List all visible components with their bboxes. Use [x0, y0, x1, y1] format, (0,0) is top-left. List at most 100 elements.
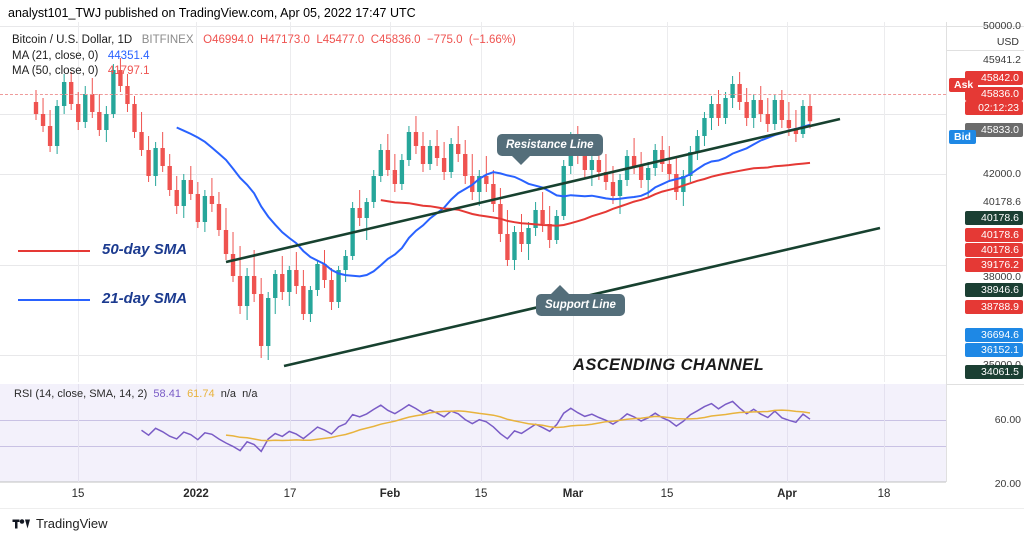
- sma50-swatch: [18, 250, 90, 252]
- gridline: [667, 384, 668, 482]
- scale-divider: [947, 26, 1024, 27]
- scale-divider: [947, 50, 1024, 51]
- price-tick: 38000.0: [983, 271, 1021, 283]
- legend-open-value: 46994.0: [212, 34, 254, 46]
- footer: TradingView: [0, 508, 1024, 539]
- gridline: [573, 384, 574, 482]
- gridline: [573, 22, 574, 382]
- time-tick: 15: [474, 488, 488, 500]
- legend-ma50-value: 41797.1: [107, 65, 150, 77]
- gridline: [390, 22, 391, 382]
- legend-low-value: 45477.0: [322, 34, 365, 46]
- price-tick: 42000.0: [983, 168, 1021, 180]
- price-tag: 40178.6: [965, 211, 1023, 225]
- gridline: [787, 22, 788, 382]
- gridline: [390, 384, 391, 482]
- price-tag: 39176.2: [965, 258, 1023, 272]
- chart-legend-ma50[interactable]: MA (50, close, 0) 41797.1: [12, 65, 149, 77]
- price-tag: 45836.0: [965, 87, 1023, 101]
- time-tick: 18: [877, 488, 891, 500]
- price-tag: 38946.6: [965, 283, 1023, 297]
- resistance-callout[interactable]: Resistance Line: [497, 134, 603, 165]
- attribution-text: analyst101_TWJ published on TradingView.…: [8, 6, 416, 20]
- price-tick: 50000.0: [983, 20, 1021, 32]
- gridline: [481, 384, 482, 482]
- gridline: [481, 22, 482, 382]
- price-tick: 40178.6: [983, 196, 1021, 208]
- ascending-channel-label: ASCENDING CHANNEL: [573, 356, 765, 374]
- bid-badge: Bid: [949, 130, 976, 144]
- gridline: [0, 26, 946, 27]
- legend-close-value: 45836.0: [379, 34, 421, 46]
- legend-change-pct: (−1.66%): [468, 34, 516, 46]
- legend-symbol-text: Bitcoin / U.S. Dollar, 1D: [12, 34, 133, 46]
- gridline: [78, 22, 79, 382]
- last-price-line: [0, 94, 946, 95]
- time-tick: 2022: [183, 488, 209, 500]
- rsi-tick: 20.00: [994, 478, 1021, 490]
- time-axis[interactable]: 15 2022 17 Feb 15 Mar 15 Apr 18: [0, 482, 946, 509]
- support-callout[interactable]: Support Line: [536, 285, 625, 316]
- gridline: [196, 22, 197, 382]
- chart-area[interactable]: Bitcoin / U.S. Dollar, 1D BITFINEX O4699…: [0, 22, 946, 482]
- legend-ma21-label: MA (21, close, 0): [12, 50, 99, 62]
- price-tag: 45842.0: [965, 71, 1023, 85]
- chart-legend-symbol[interactable]: Bitcoin / U.S. Dollar, 1D BITFINEX O4699…: [12, 34, 516, 46]
- price-tick: 45941.2: [983, 54, 1021, 66]
- legend-ma21-value: 44351.4: [107, 50, 150, 62]
- price-tag: 38788.9: [965, 300, 1023, 314]
- sma21-label: 21-day SMA: [102, 290, 188, 307]
- rsi-mid-band: [0, 446, 946, 447]
- chart-legend-ma21[interactable]: MA (21, close, 0) 44351.4: [12, 50, 149, 62]
- legend-open-label: O: [203, 34, 213, 46]
- time-tick: 15: [660, 488, 674, 500]
- gridline: [787, 384, 788, 482]
- footer-brand: TradingView: [36, 516, 108, 531]
- rsi-pane[interactable]: RSI (14, close, SMA, 14, 2) 58.41 61.74 …: [0, 384, 946, 482]
- gridline: [884, 384, 885, 482]
- time-tick: 17: [283, 488, 297, 500]
- legend-change: −775.0: [426, 34, 463, 46]
- gridline: [290, 384, 291, 482]
- rsi-legend[interactable]: RSI (14, close, SMA, 14, 2) 58.41 61.74 …: [14, 388, 257, 400]
- gridline: [78, 384, 79, 482]
- currency-label: USD: [996, 36, 1019, 48]
- rsi-legend-signal-value: 61.74: [187, 388, 215, 400]
- gridline: [0, 114, 946, 115]
- price-tag: 40178.6: [965, 243, 1023, 257]
- legend-high-value: 47173.0: [268, 34, 310, 46]
- rsi-lower-band: [0, 481, 946, 482]
- price-pane[interactable]: Bitcoin / U.S. Dollar, 1D BITFINEX O4699…: [0, 22, 946, 382]
- rsi-legend-na1: n/a: [220, 388, 237, 400]
- legend-high-label: H: [260, 34, 269, 46]
- time-tick: Feb: [379, 488, 401, 500]
- price-scale[interactable]: USD 50000.045941.242000.040178.638000.03…: [946, 20, 1024, 490]
- sma50-label: 50-day SMA: [102, 241, 188, 258]
- price-tag: 02:12:23: [965, 101, 1023, 115]
- gridline: [0, 174, 946, 175]
- legend-ma50-label: MA (50, close, 0): [12, 65, 99, 77]
- ask-badge: Ask: [949, 78, 979, 92]
- gridline: [0, 265, 946, 266]
- resistance-callout-label: Resistance Line: [506, 139, 594, 151]
- rsi-upper-band: [0, 420, 946, 421]
- rsi-legend-value: 58.41: [153, 388, 181, 400]
- price-tag: 45833.0: [965, 123, 1023, 137]
- support-callout-label: Support Line: [545, 299, 616, 311]
- price-tag: 34061.5: [965, 365, 1023, 379]
- time-tick: 15: [71, 488, 85, 500]
- tradingview-logo-icon: [12, 519, 30, 529]
- price-tag: 36694.6: [965, 328, 1023, 342]
- price-tag: 40178.6: [965, 228, 1023, 242]
- rsi-tick: 60.00: [994, 414, 1021, 426]
- gridline: [0, 355, 946, 356]
- rsi-legend-na2: n/a: [242, 388, 258, 400]
- legend-exchange: BITFINEX: [141, 34, 194, 46]
- time-tick: Mar: [562, 488, 584, 500]
- time-tick: Apr: [777, 488, 797, 500]
- scale-divider: [947, 384, 1024, 385]
- sma21-swatch: [18, 299, 90, 301]
- callout-tail: [511, 155, 531, 165]
- gridline: [290, 22, 291, 382]
